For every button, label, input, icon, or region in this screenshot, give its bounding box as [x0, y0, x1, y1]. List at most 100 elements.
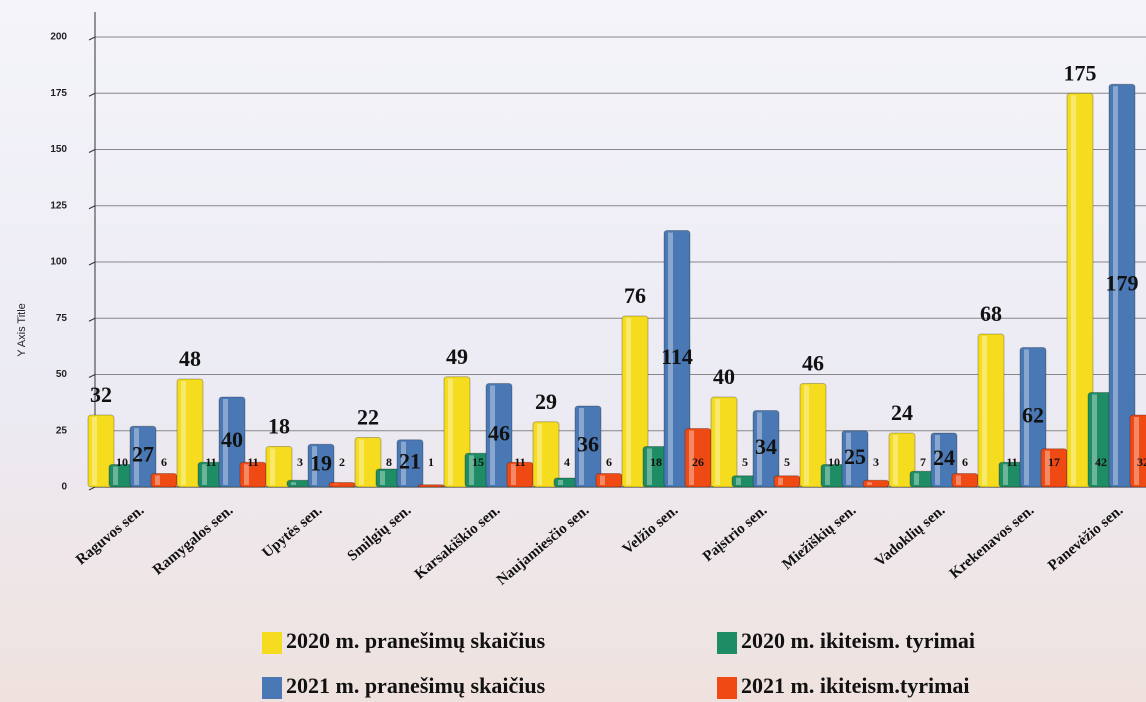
- y-tick-label: 0: [61, 482, 67, 493]
- data-label: 3: [297, 455, 303, 469]
- tick-mark: [88, 486, 96, 491]
- bar-shine: [600, 475, 605, 485]
- bar-shine: [1092, 394, 1097, 485]
- x-tick-label: Naujamiesčio sen.: [494, 502, 593, 588]
- data-label: 29: [535, 389, 557, 414]
- legend-swatch: [262, 677, 282, 699]
- data-label: 1: [428, 455, 434, 469]
- bar-shine: [626, 318, 631, 485]
- data-label: 10: [828, 455, 840, 469]
- data-label: 10: [116, 455, 128, 469]
- data-label: 8: [386, 455, 392, 469]
- data-label: 175: [1064, 60, 1097, 85]
- bar: [663, 230, 691, 488]
- bar-shine: [92, 417, 97, 485]
- bar: [951, 473, 979, 488]
- y-tick-label: 150: [50, 144, 67, 155]
- data-label: 40: [221, 427, 243, 452]
- data-label: 27: [132, 442, 154, 467]
- bar: [307, 443, 335, 488]
- x-tick-label: Miežiškių sen.: [779, 502, 859, 573]
- bar: [1108, 83, 1136, 488]
- bar: [129, 425, 157, 488]
- bar-shine: [558, 480, 563, 485]
- tick-mark: [88, 374, 96, 378]
- bar-shine: [244, 464, 249, 485]
- bar: [176, 378, 204, 488]
- bar: [752, 410, 780, 488]
- bar-shine: [778, 477, 783, 485]
- bar-shine: [668, 232, 673, 485]
- y-tick-label: 200: [50, 32, 67, 43]
- bar-shine: [113, 466, 118, 485]
- data-label: 19: [310, 451, 332, 476]
- y-tick-label: 50: [56, 369, 68, 380]
- data-label: 18: [268, 414, 290, 439]
- data-label: 48: [179, 346, 201, 371]
- bar-shine: [537, 423, 542, 485]
- bar-shine: [579, 408, 584, 485]
- data-label: 11: [247, 455, 258, 469]
- data-label: 15: [472, 455, 484, 469]
- legend-label: 2021 m. ikiteism.tyrimai: [741, 673, 970, 698]
- bar: [354, 437, 382, 488]
- bar: [862, 479, 890, 488]
- bar-shine: [359, 439, 364, 485]
- data-label: 6: [962, 455, 968, 469]
- x-tick-label: Karsakiškio sen.: [412, 502, 504, 582]
- bar: [532, 421, 560, 488]
- data-label: 5: [784, 455, 790, 469]
- bar-shine: [982, 336, 987, 485]
- bar-shine: [270, 448, 275, 485]
- bar-shine: [134, 428, 139, 485]
- data-label: 11: [1006, 455, 1017, 469]
- bar-shine: [1024, 349, 1029, 485]
- x-tick-label: Velžio sen.: [620, 502, 682, 557]
- bar-shine: [469, 455, 474, 485]
- bar: [595, 473, 623, 488]
- data-label: 18: [650, 455, 662, 469]
- data-label: 6: [161, 455, 167, 469]
- bar-shine: [804, 385, 809, 485]
- bar-shine: [1071, 95, 1076, 485]
- bar: [218, 396, 246, 488]
- legend-swatch: [262, 632, 282, 654]
- bar-shine: [202, 464, 207, 485]
- tick-mark: [88, 261, 96, 266]
- bar: [150, 473, 178, 488]
- bar: [265, 446, 293, 488]
- bar-shine: [511, 464, 516, 485]
- y-tick-label: 25: [56, 425, 68, 436]
- bar-shine: [312, 446, 317, 485]
- bar: [799, 383, 827, 488]
- bar-shine: [223, 399, 228, 485]
- bar-shine: [448, 378, 453, 485]
- x-tick-label: Ramygalos sen.: [150, 502, 236, 578]
- data-label: 36: [577, 432, 599, 457]
- bar-shine: [893, 435, 898, 485]
- data-label: 46: [488, 420, 510, 445]
- x-tick-label: Vadoklių sen.: [872, 502, 948, 570]
- data-label: 21: [399, 448, 421, 473]
- legend-swatch: [717, 632, 737, 654]
- data-label: 32: [90, 382, 112, 407]
- bar: [574, 405, 602, 488]
- x-tick-label: Raguvos sen.: [73, 502, 147, 568]
- bar: [710, 396, 738, 488]
- data-label: 4: [564, 455, 570, 469]
- data-label: 62: [1022, 402, 1044, 427]
- bar-shine: [1045, 450, 1050, 485]
- x-tick-label: Smilgių sen.: [345, 502, 415, 564]
- y-tick-label: 125: [50, 200, 67, 211]
- data-label: 114: [661, 344, 693, 369]
- bar: [621, 315, 649, 488]
- bar: [87, 414, 115, 488]
- bar-shine: [490, 385, 495, 485]
- data-label: 6: [606, 455, 612, 469]
- data-label: 3: [873, 455, 879, 469]
- data-label: 24: [933, 445, 955, 470]
- x-tick-label: Krekenavos sen.: [947, 502, 1038, 582]
- bar-shine: [715, 399, 720, 485]
